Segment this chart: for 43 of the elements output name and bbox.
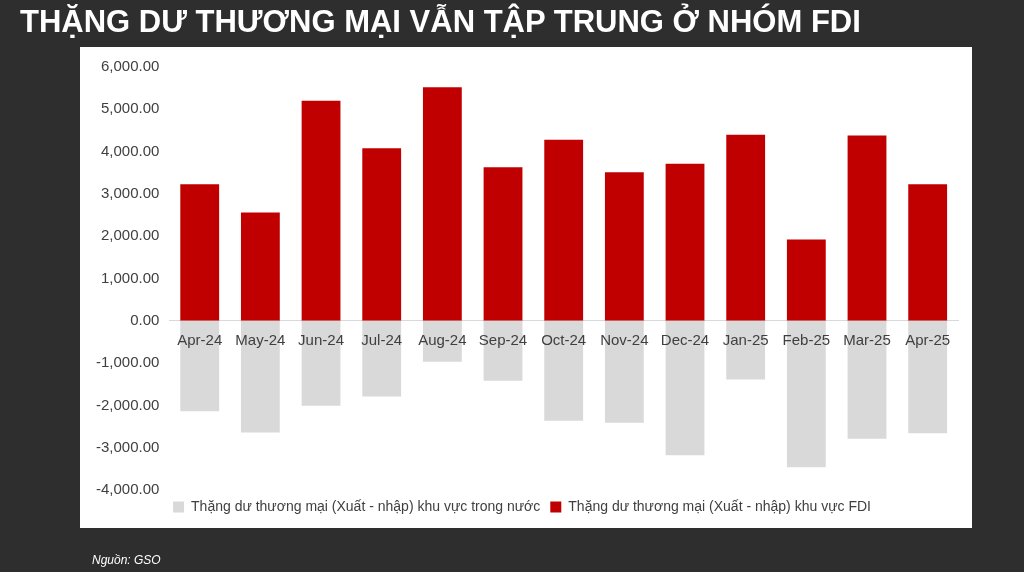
y-tick-label: 3,000.00 — [100, 184, 160, 202]
y-tick-label: 2,000.00 — [100, 226, 160, 244]
y-tick-label: -2,000.00 — [95, 395, 160, 413]
bar — [362, 148, 402, 321]
bar — [422, 87, 462, 321]
x-tick-label: Jun-24 — [298, 330, 344, 348]
x-tick-label: Aug-24 — [418, 330, 467, 348]
y-tick-label: -1,000.00 — [95, 353, 160, 371]
x-tick-label: Apr-25 — [905, 330, 951, 348]
legend-label: Thặng dư thương mại (Xuất - nhập) khu vực FDI — [568, 497, 871, 514]
x-tick-label: Feb-25 — [782, 330, 831, 348]
bar — [240, 212, 280, 321]
x-tick-label: Nov-24 — [600, 330, 649, 348]
x-tick-label: Jan-25 — [722, 330, 769, 348]
bar — [180, 184, 220, 321]
bar — [847, 135, 887, 321]
legend-label: Thặng dư thương mại (Xuất - nhập) khu vực trong nước — [191, 497, 541, 514]
bar — [604, 172, 644, 321]
bar — [544, 320, 584, 421]
x-tick-label: Mar-25 — [843, 330, 891, 348]
bar — [362, 320, 402, 397]
bar — [301, 100, 341, 321]
bar — [665, 163, 705, 321]
bar — [726, 134, 766, 321]
y-tick-label: 1,000.00 — [100, 268, 160, 286]
text: Nguồn: GSO — [92, 553, 161, 567]
bar — [786, 239, 826, 321]
x-tick-label: Dec-24 — [660, 330, 710, 348]
x-tick-label: Sep-24 — [478, 330, 528, 348]
x-tick-label: Oct-24 — [541, 330, 587, 348]
chart-title: THẶNG DƯ THƯƠNG MẠI VẪN TẬP TRUNG Ở NHÓM FDI — [20, 4, 861, 40]
x-tick-label: Apr-24 — [177, 330, 223, 348]
y-tick-label: -3,000.00 — [95, 437, 160, 455]
x-tick-label: May-24 — [235, 330, 286, 348]
y-tick-label: 4,000.00 — [100, 141, 160, 159]
y-tick-label: 5,000.00 — [100, 99, 160, 117]
bar — [908, 184, 948, 321]
y-tick-label: 6,000.00 — [100, 57, 160, 75]
y-tick-label: -4,000.00 — [95, 480, 160, 498]
x-tick-label: Jul-24 — [361, 330, 403, 348]
bar — [483, 167, 523, 321]
bar — [544, 139, 584, 321]
y-tick-label: 0.00 — [130, 310, 160, 328]
